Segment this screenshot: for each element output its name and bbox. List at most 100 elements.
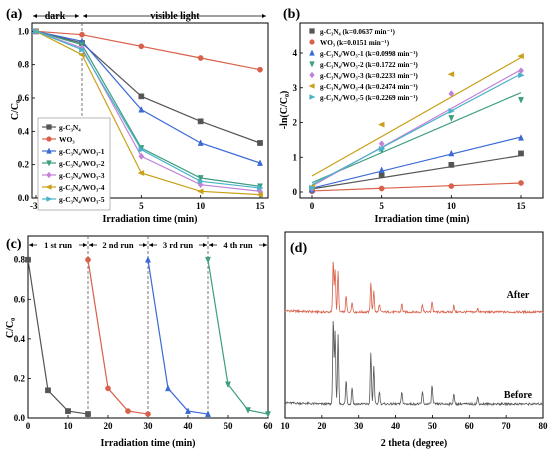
panel-b-ytick-label: 1 (293, 152, 298, 162)
panel-b-data-point (448, 162, 455, 168)
panel-a-legend-label: g-C₃N₄/WO₃-4 (59, 183, 105, 192)
panel-a-data-point (196, 188, 204, 195)
panel-c-ytick-label: 0.6 (14, 294, 26, 304)
panel-b-data-point (378, 166, 385, 173)
panel-c-data-point (145, 411, 151, 417)
panel-a-xtick-label: 10 (196, 201, 206, 211)
panel-d-pattern-after (284, 261, 544, 315)
panel-a-light-arrowhead-left (83, 14, 87, 18)
panel-b-data-point (448, 108, 456, 115)
panel-b-data-point (448, 115, 455, 122)
panel-b-ticks: 0 5 10 15 0 1 2 3 4 (293, 48, 527, 211)
panel-d-label: (d) (290, 241, 307, 256)
panel-a-data-point (256, 191, 263, 198)
panel-b-legend-marker (309, 39, 315, 45)
panel-d-pattern-before (285, 320, 544, 407)
panel-c-xtick-label: 0 (26, 421, 31, 431)
panel-b-legend-label: g-C₃N₄/WO₃-1 (k=0.0998 min⁻¹) (320, 50, 418, 58)
panel-b-data-point (378, 145, 386, 152)
panel-a-data-point (197, 55, 204, 61)
panel-b-fit-line (311, 136, 522, 189)
panel-c-data-point (265, 411, 271, 418)
panel-d: (d) 2 theta (degree) After Before 10 20 30… (281, 231, 549, 449)
panel-a-data-point (138, 152, 145, 160)
panel-c-series-line (147, 259, 209, 415)
panel-a-legend-label: g-C₃N₄/WO₃-2 (59, 159, 105, 168)
panel-a-data-point (197, 175, 204, 182)
panel-b-label: (b) (283, 7, 300, 22)
panel-a-data-point (257, 140, 263, 146)
panel-b-legend-label: g-C₃N₄/WO₃-3 (k=0.2233 min⁻¹) (320, 72, 418, 80)
panel-d-xtick-label: 10 (281, 421, 291, 431)
panel-a-dark-arrowhead-left (33, 14, 37, 18)
panel-a-legend-label: g-C₃N₄/WO₃-3 (59, 171, 105, 180)
panel-b-fit-line (311, 154, 522, 190)
panel-b-data-point (518, 180, 524, 186)
panel-b-legend-marker (309, 49, 315, 56)
panel-b-data-point (517, 53, 524, 60)
panel-c-data-point (85, 256, 91, 263)
panel-c: (c) C/C₀ Irradiation time (min) 0 10 20 30 4… (5, 235, 273, 449)
panel-a-legend-marker (46, 136, 52, 142)
panel-b-fit-line (311, 73, 522, 186)
panel-b-fit-line (311, 182, 522, 192)
panel-c-series-line (87, 259, 149, 415)
panel-a: (a) C/C₀ Irradiation time (min) dark vis… (6, 7, 269, 225)
panel-a-data-point (79, 46, 86, 53)
panel-b-xtick-label: 5 (379, 201, 384, 211)
panel-a-ylabel: C/C₀ (10, 100, 21, 120)
panel-b-data-point (518, 134, 524, 141)
panel-b-legend: g-C₃N₄ (k=0.0637 min⁻¹) WO₃ (k=0.0151 min… (308, 28, 418, 102)
panel-a-data-point (138, 43, 145, 50)
panel-c-label: (c) (6, 237, 22, 252)
panel-a-data-point (257, 185, 264, 191)
panel-c-run-arrowhead (29, 243, 33, 247)
panel-b-data-point (518, 150, 524, 157)
panel-c-data-point (205, 256, 211, 264)
panel-b-fit-line (311, 92, 522, 184)
panel-c-run-label-bg (97, 239, 139, 250)
panel-c-data-point (245, 407, 251, 414)
panel-a-legend-marker (46, 147, 52, 154)
panel-d-before-label: Before (504, 390, 533, 401)
panel-b: (b) -ln(C/C₀) Irradiation time (min) 0 5 1… (279, 7, 544, 225)
panel-d-plot (284, 261, 544, 407)
panel-c-xtick-label: 20 (104, 421, 114, 431)
panel-d-frame (284, 231, 544, 419)
panel-b-legend-label: g-C₃N₄/WO₃-5 (k=0.2269 min⁻¹) (320, 94, 418, 102)
panel-c-run-label-bg (37, 239, 79, 250)
panel-b-xtick-label: 0 (310, 201, 315, 211)
panel-b-data-point (518, 97, 524, 104)
panel-d-xtick-label: 50 (428, 421, 438, 431)
panel-b-ylabel: -ln(C/C₀) (279, 91, 290, 130)
panel-c-data-point (185, 407, 191, 414)
panel-b-legend-label: g-C₃N₄/WO₃-2 (k=0.1722 min⁻¹) (320, 61, 418, 69)
panel-b-xtick-label: 10 (447, 201, 457, 211)
panel-b-data-point (448, 183, 455, 189)
panel-d-xtick-label: 80 (539, 421, 549, 431)
panel-b-ytick-label: 3 (293, 83, 298, 93)
panel-b-xlabel: Irradiation time (min) (375, 214, 470, 225)
panel-c-ticks: 0 10 20 30 40 50 60 0.0 0.2 0.4 0.6 0.8 (14, 255, 273, 431)
panel-a-legend-marker (46, 124, 52, 130)
panel-a-data-point (197, 139, 204, 146)
panel-a-data-point (138, 105, 145, 113)
panel-c-ytick-label: 0.2 (14, 373, 26, 383)
panel-b-ytick-label: 0 (293, 187, 298, 197)
panel-c-run-arrowhead (209, 243, 213, 247)
panel-b-legend-marker (309, 61, 315, 68)
panel-a-data-point (138, 146, 146, 153)
panel-a-legend-marker (45, 184, 52, 190)
panel-c-data-point (65, 408, 71, 414)
panel-b-xtick-label: 15 (517, 201, 527, 211)
panel-b-data-point (378, 185, 385, 192)
panel-c-ytick-label: 0.0 (14, 413, 26, 423)
panel-b-legend-label: WO₃ (k=0.0151 min⁻¹) (320, 39, 390, 47)
panel-c-data-point (125, 408, 131, 414)
panel-a-ytick-label: 1.0 (18, 26, 30, 36)
panel-b-legend-label: g-C₃N₄ (k=0.0637 min⁻¹) (320, 28, 395, 36)
panel-a-xtick-label: -30 (30, 201, 42, 211)
panel-c-xtick-label: 40 (184, 421, 194, 431)
panel-b-data-point (378, 140, 385, 148)
